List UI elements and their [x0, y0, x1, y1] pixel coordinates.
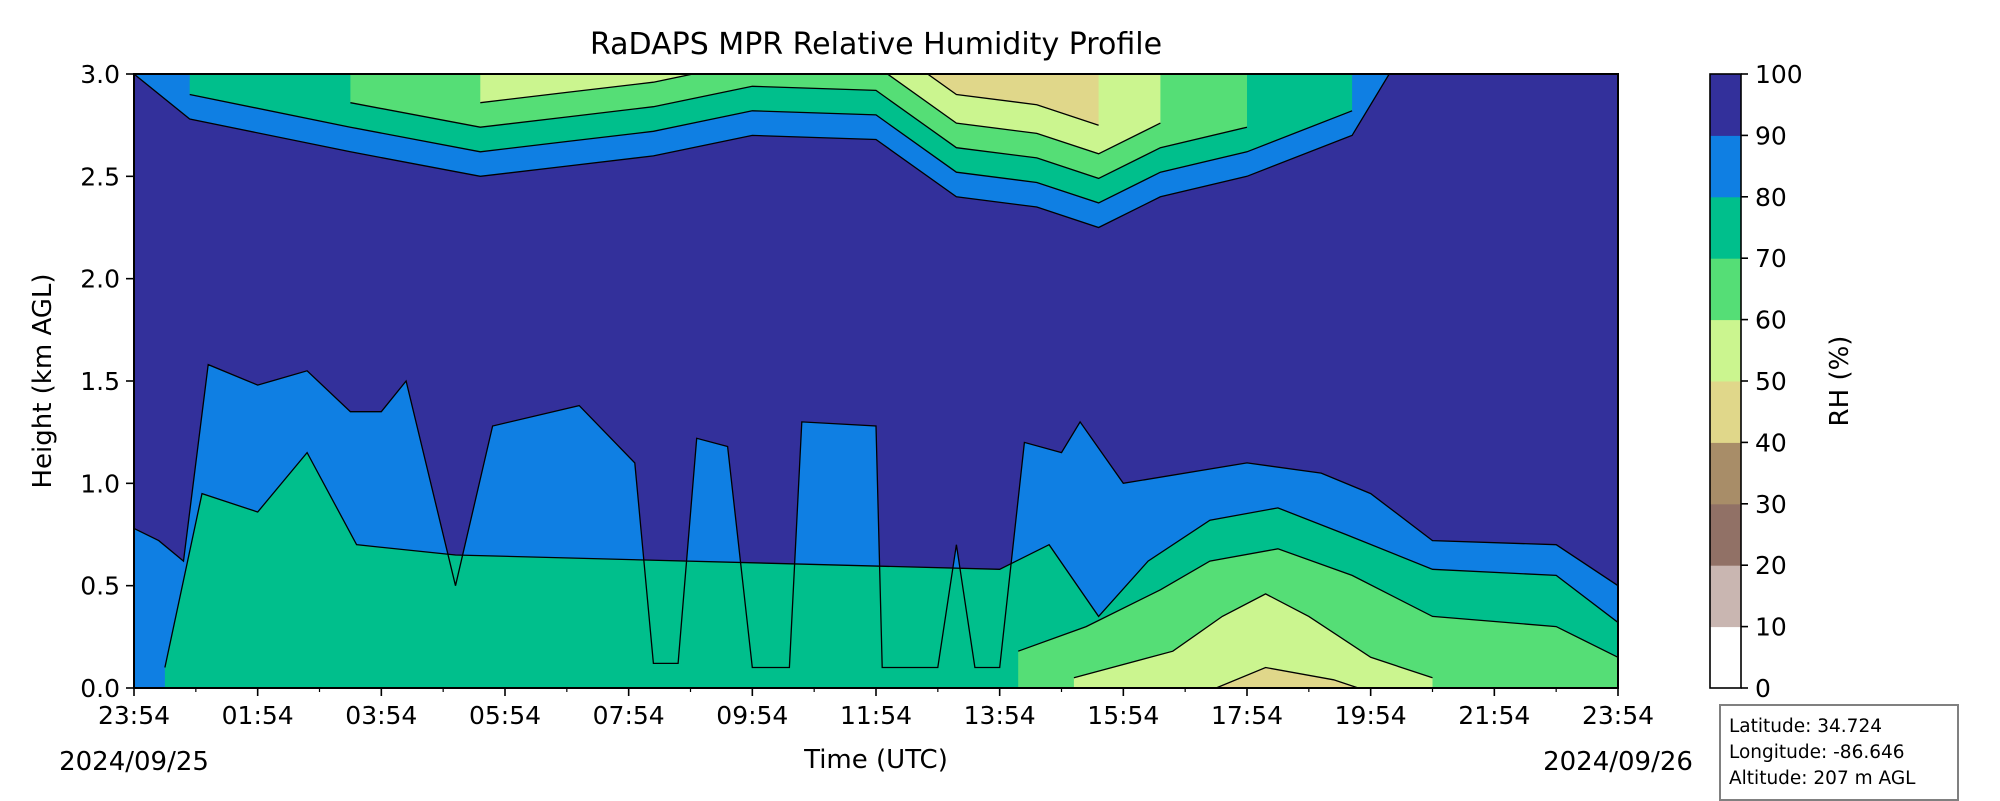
colorbar-tick-label: 30	[1755, 490, 1787, 519]
colorbar-segment	[1710, 626, 1741, 689]
colorbar-tick-label: 80	[1755, 183, 1787, 212]
colorbar-label: RH (%)	[1825, 336, 1855, 427]
contour-90-upper	[134, 74, 1390, 229]
colorbar-tick-label: 50	[1755, 367, 1787, 396]
colorbar-segment	[1710, 503, 1741, 566]
contour-70-lower	[1017, 548, 1618, 658]
y-tick-label: 0.5	[80, 572, 120, 601]
x-tick-label: 05:54	[469, 701, 541, 730]
y-axis: 0.0 0.5 1.0 1.5 2.0 2.5 3.0	[80, 60, 134, 703]
colorbar-segment	[1710, 442, 1741, 505]
plot-area	[133, 73, 1619, 689]
rh-band-40-50-upper	[927, 74, 1099, 126]
x-axis-label: Time (UTC)	[803, 745, 948, 775]
x-tick-label: 07:54	[593, 701, 665, 730]
colorbar-segment	[1710, 135, 1741, 198]
contour-60-lower	[1073, 593, 1433, 679]
colorbar-tick-label: 0	[1755, 674, 1771, 703]
x-tick-label: 09:54	[716, 701, 788, 730]
longitude-text: Longitude: -86.646	[1729, 742, 1905, 763]
colorbar-tick-label: 60	[1755, 306, 1787, 335]
colorbar-segment	[1710, 196, 1741, 259]
y-tick-label: 2.0	[80, 265, 120, 294]
colorbar-segment	[1710, 381, 1741, 443]
rh-band-40-50-lower	[1216, 667, 1359, 688]
contour-70-upper	[350, 85, 1248, 180]
x-tick-label: 01:54	[222, 701, 294, 730]
y-tick-label: 0.0	[80, 674, 120, 703]
colorbar-tick-label: 20	[1755, 551, 1787, 580]
colorbar-segment	[1710, 565, 1741, 628]
x-tick-label: 17:54	[1211, 701, 1283, 730]
x-tick-label: 19:54	[1335, 701, 1407, 730]
colorbar-tick-label: 10	[1755, 613, 1787, 642]
contour-80-upper	[189, 93, 1353, 204]
colorbar: 0 10 20 30 40 50 60 70 80 90 100	[1709, 60, 1803, 703]
x-tick-label: 13:54	[964, 701, 1036, 730]
colorbar-segment	[1710, 258, 1741, 321]
colorbar-segment	[1710, 74, 1741, 136]
x-tick-label: 03:54	[345, 701, 417, 730]
x-tick-label: 21:54	[1458, 701, 1530, 730]
end-date-label: 2024/09/26	[1543, 747, 1693, 777]
colorbar-tick-label: 90	[1755, 121, 1787, 150]
start-date-label: 2024/09/25	[59, 747, 209, 777]
y-tick-label: 1.5	[80, 367, 120, 396]
x-tick-label: 11:54	[840, 701, 912, 730]
colorbar-segment	[1710, 319, 1741, 382]
station-info-box: Latitude: 34.724 Longitude: -86.646 Alti…	[1719, 704, 1959, 801]
x-tick-label: 23:54	[1582, 701, 1654, 730]
y-axis-label: Height (km AGL)	[28, 273, 58, 488]
contour-90-lower	[134, 363, 1618, 669]
altitude-text: Altitude: 207 m AGL	[1729, 768, 1916, 789]
y-tick-label: 1.0	[80, 469, 120, 498]
chart-title: RaDAPS MPR Relative Humidity Profile	[590, 27, 1162, 62]
latitude-text: Latitude: 34.724	[1729, 716, 1882, 737]
rh-band-50-60-lower	[1073, 593, 1433, 688]
x-tick-label: 23:54	[98, 701, 170, 730]
contour-80-lower	[164, 451, 1618, 668]
y-tick-label: 2.5	[80, 162, 120, 191]
colorbar-tick-label: 70	[1755, 244, 1787, 273]
contour-50-lower	[1215, 666, 1359, 688]
colorbar-tick-label: 100	[1755, 60, 1803, 89]
contour-50-upper	[926, 74, 1099, 126]
x-tick-label: 15:54	[1087, 701, 1159, 730]
colorbar-tick-label: 40	[1755, 428, 1787, 457]
contour-60-upper	[480, 74, 1161, 155]
x-axis: 23:54 01:54 03:54 05:54 07:54 09:54 11:54 13:54…	[98, 688, 1654, 730]
y-tick-label: 3.0	[80, 60, 120, 89]
